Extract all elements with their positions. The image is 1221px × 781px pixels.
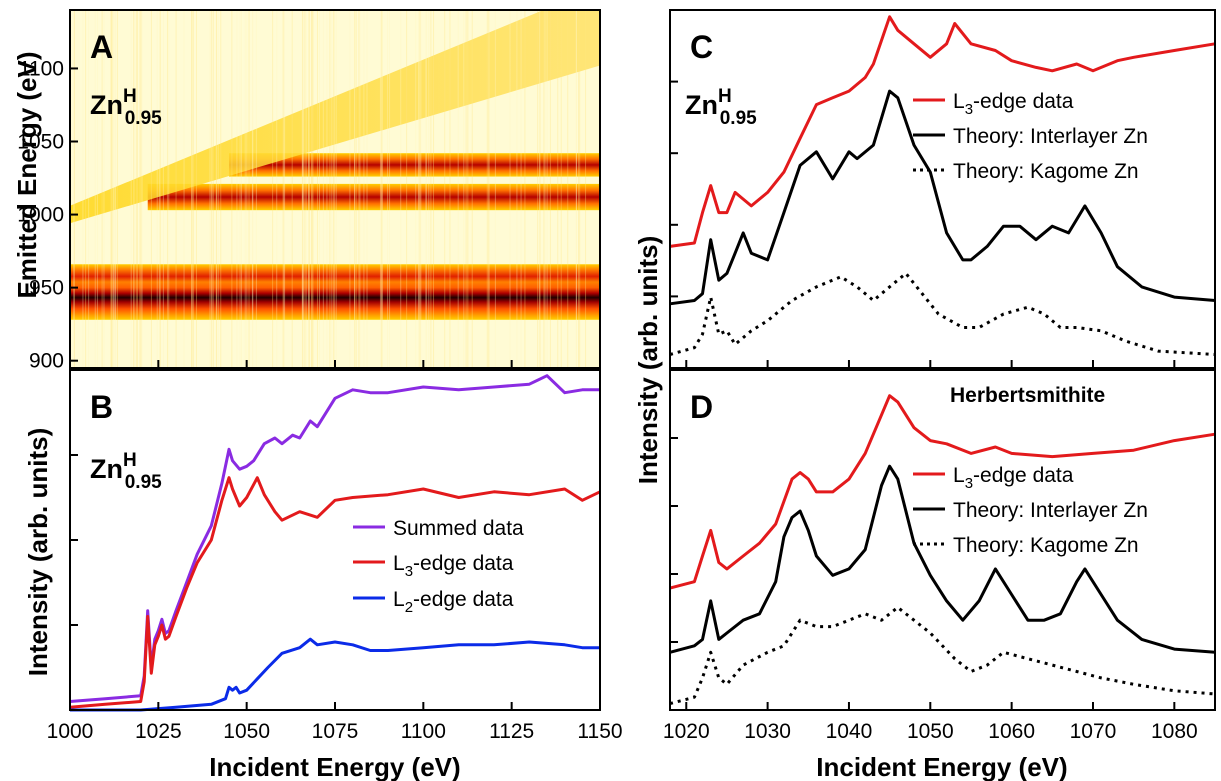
- legend-label-l2: L2-edge data: [393, 588, 514, 616]
- y-tick-label: 900: [29, 350, 64, 373]
- heatmap-band-low: [70, 264, 600, 320]
- panel-D-letter: D: [690, 389, 713, 425]
- series-line-1: [669, 394, 1216, 590]
- panel-D: 1020 1030 1040 1050 1060 1070 1080 D Herbertsm…: [663, 369, 1216, 743]
- legend-label-l3: L3-edge data: [953, 464, 1074, 492]
- left-x-axis-title: Incident Energy (eV): [209, 752, 460, 781]
- right-y-axis-title: Intensity (arb. units): [633, 236, 663, 484]
- y-tick-label: 950: [29, 277, 64, 300]
- heatmap-noise: [73, 10, 587, 368]
- x-tick-label: 1080: [1151, 720, 1198, 743]
- x-tick-label: 1150: [577, 720, 622, 743]
- x-tick-label: 1020: [663, 720, 710, 743]
- legend-label-summed: Summed data: [393, 517, 524, 540]
- panel-B: 1000 1025 1050 1075 1100 1125 1150 B ZnH 0.95 S…: [47, 369, 623, 743]
- panel-B-legend: Summed data L3-edge data L2-edge data: [353, 517, 524, 616]
- x-tick-label: 1050: [907, 720, 954, 743]
- panel-A-y-axis-title: Emitted Energy (eV): [12, 51, 42, 298]
- series-line-1: [69, 374, 600, 703]
- panel-C-ticks: [670, 80, 1176, 368]
- panel-C-series: [669, 15, 1216, 356]
- series-line-3: [70, 637, 600, 712]
- x-tick-label: 1060: [988, 720, 1035, 743]
- heatmap-elastic-line: [70, 10, 600, 224]
- panel-A: 900 950 1000 1050 1100 A ZnH 0.95: [17, 9, 601, 373]
- x-tick-label: 1030: [744, 720, 791, 743]
- x-tick-label: 1000: [47, 720, 94, 743]
- panel-A-letter: A: [90, 29, 113, 65]
- heatmap: [70, 10, 600, 368]
- panel-B-ticks: 1000 1025 1050 1075 1100 1125 1150: [47, 454, 623, 743]
- panel-B-sample-label: ZnH 0.95: [90, 450, 162, 493]
- panel-D-series: [669, 394, 1216, 706]
- panel-C-background: [670, 10, 1215, 368]
- series-line-2: [69, 476, 601, 709]
- y-tick-label: 1000: [17, 204, 64, 227]
- x-tick-label: 1100: [401, 720, 446, 743]
- panel-A-y-ticks: 900 950 1000 1050 1100: [17, 57, 601, 373]
- series-line-1: [669, 15, 1216, 248]
- panel-C-letter: C: [690, 29, 713, 65]
- x-tick-label: 1075: [312, 720, 359, 743]
- right-x-axis-title: Incident Energy (eV): [816, 752, 1067, 781]
- panel-A-sample-label: ZnH 0.95: [90, 86, 162, 129]
- panel-B-series: [69, 374, 601, 712]
- series-line-2: [669, 89, 1216, 306]
- legend-label-l3: L3-edge data: [953, 90, 1074, 118]
- x-tick-label: 1050: [223, 720, 270, 743]
- panel-B-y-axis-title: Intensity (arb. units): [23, 428, 53, 676]
- panel-B-background: [70, 370, 600, 710]
- heatmap-band-1012: [147, 183, 600, 211]
- legend-label-kagome: Theory: Kagome Zn: [953, 534, 1139, 557]
- x-tick-label: 1025: [135, 720, 182, 743]
- panel-D-frame: [669, 369, 1216, 711]
- legend-label-interlayer: Theory: Interlayer Zn: [953, 499, 1148, 522]
- panel-B-letter: B: [90, 389, 113, 425]
- series-line-2: [669, 464, 1216, 654]
- panel-D-legend: L3-edge data Theory: Interlayer Zn Theor…: [913, 464, 1148, 557]
- series-line-3: [669, 605, 1216, 706]
- legend-label-kagome: Theory: Kagome Zn: [953, 160, 1139, 183]
- y-tick-label: 1050: [17, 131, 64, 154]
- panel-D-title: Herbertsmithite: [950, 384, 1105, 407]
- panel-C-legend: L3-edge data Theory: Interlayer Zn Theor…: [913, 90, 1148, 183]
- panel-C-sample-label: ZnH 0.95: [685, 86, 757, 129]
- heatmap-band-1034: [229, 153, 600, 177]
- x-tick-label: 1070: [1070, 720, 1117, 743]
- panel-C-frame: [669, 9, 1216, 369]
- x-tick-label: 1040: [826, 720, 873, 743]
- legend-label-l3: L3-edge data: [393, 552, 514, 580]
- panel-D-ticks: 1020 1030 1040 1050 1060 1070 1080: [663, 437, 1198, 743]
- panel-C: C ZnH 0.95 L3-edge data Theory: Interlaye…: [669, 9, 1216, 369]
- x-tick-label: 1125: [489, 720, 534, 743]
- y-tick-label: 1100: [19, 57, 64, 80]
- legend-label-interlayer: Theory: Interlayer Zn: [953, 125, 1148, 148]
